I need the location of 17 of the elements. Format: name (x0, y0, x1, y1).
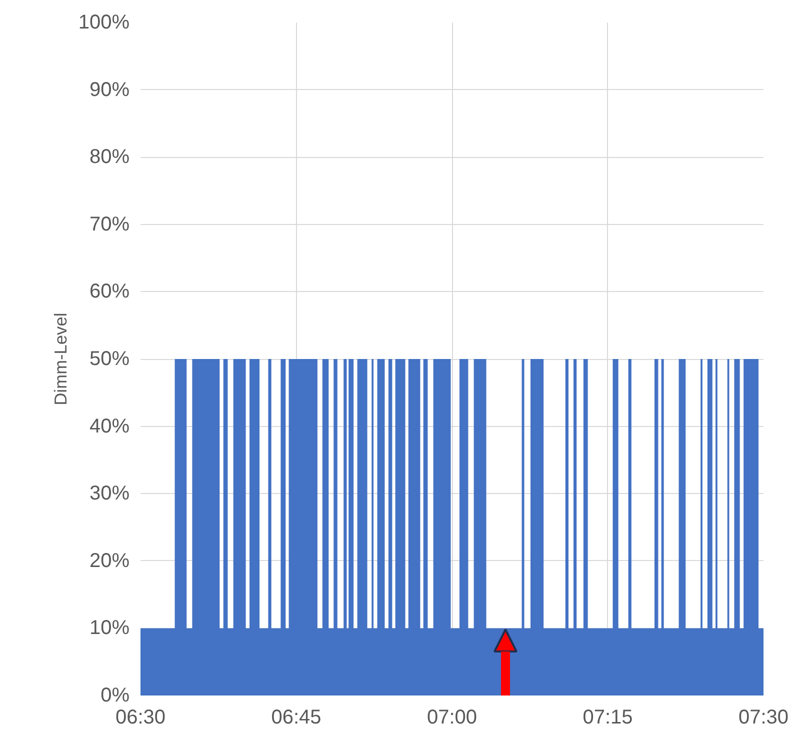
x-tick-label: 06:30 (115, 706, 166, 728)
y-tick-label: 10% (89, 617, 130, 640)
y-tick-label: 30% (89, 482, 130, 505)
y-tick-label: 0% (100, 684, 130, 706)
y-tick-label: 40% (89, 415, 130, 438)
y-tick-label: 70% (89, 213, 130, 236)
y-tick-label: 20% (89, 550, 130, 572)
x-tick-label: 07:15 (582, 706, 633, 728)
y-tick-label: 80% (89, 146, 130, 168)
y-tick-label: 100% (78, 12, 130, 34)
x-tick-label: 06:45 (271, 706, 322, 728)
y-tick-label: 90% (89, 78, 130, 101)
y-tick-label: 60% (89, 280, 130, 303)
x-tick-label: 07:00 (426, 706, 478, 728)
y-axis-title: Dimm-Level (50, 312, 70, 406)
x-tick-label: 07:30 (738, 706, 789, 728)
y-tick-label: 50% (89, 348, 130, 370)
